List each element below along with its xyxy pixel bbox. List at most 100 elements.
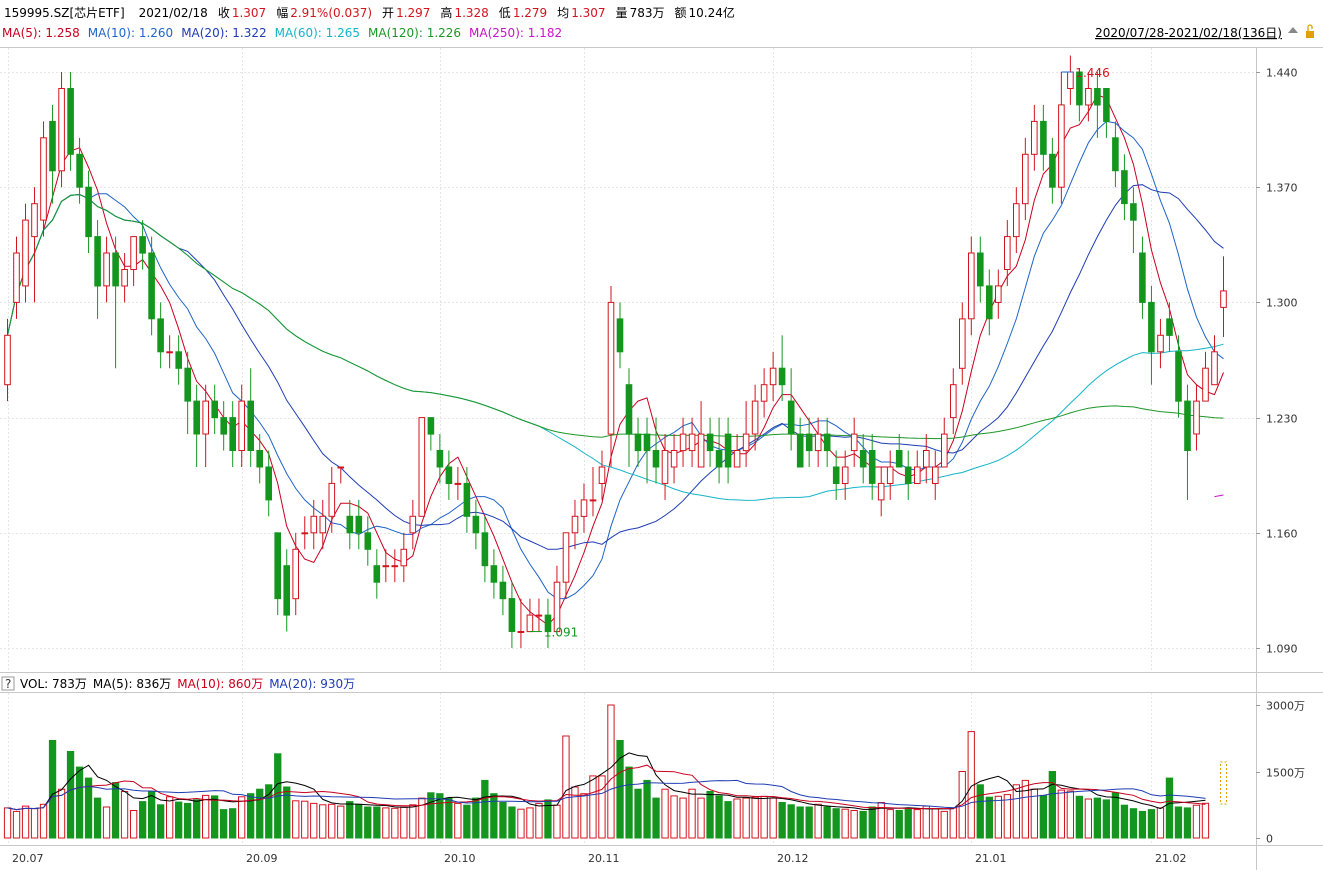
- volume-bar: [778, 802, 786, 839]
- candle-body: [742, 433, 750, 452]
- volume-bar: [607, 704, 615, 839]
- volume-bar: [661, 788, 669, 839]
- volume-bar: [184, 802, 192, 839]
- volume-bar: [310, 802, 318, 839]
- volume-bar: [409, 804, 417, 839]
- x-tick-label: 20.12: [777, 852, 809, 865]
- candle-body: [49, 120, 56, 172]
- volume-bar: [814, 803, 822, 839]
- ma10-line: [7, 120, 1224, 600]
- candle-body: [1121, 170, 1128, 205]
- volume-bar: [643, 779, 651, 839]
- y-tick-label: 1.440: [1266, 67, 1298, 80]
- volume-bar: [166, 796, 174, 839]
- candle-body: [643, 433, 651, 452]
- lock-icon-shackle: [1307, 24, 1313, 31]
- candle-body: [328, 482, 336, 517]
- candle-body: [427, 417, 435, 435]
- volume-bar: [1102, 799, 1110, 839]
- volume-bar: [985, 796, 994, 839]
- candle-body: [923, 450, 930, 468]
- candle-body: [959, 318, 966, 369]
- candle-body: [950, 384, 957, 419]
- volume-bar: [760, 795, 768, 839]
- y-tick-label: 1.160: [1266, 528, 1298, 541]
- volume-ma20-line: [7, 779, 1206, 811]
- x-tick-label: 20.07: [12, 852, 44, 865]
- candle-body: [1094, 88, 1101, 106]
- candle-body: [355, 515, 363, 534]
- candle-body: [1004, 236, 1011, 271]
- candle-body: [76, 153, 83, 188]
- volume-bar: [652, 797, 660, 839]
- candle-body: [292, 548, 299, 600]
- ma-legend-item: MA(60): 1.265: [275, 26, 360, 40]
- x-tick-label: 20.10: [444, 852, 476, 865]
- volume-bar: [886, 809, 894, 839]
- volume-bar: [39, 803, 48, 839]
- candle-body: [914, 466, 921, 484]
- candle-body: [94, 236, 101, 287]
- volume-bar: [544, 799, 552, 839]
- volume-bar: [48, 740, 57, 839]
- volume-tick-label: 1500万: [1266, 767, 1305, 780]
- candle-body: [580, 499, 588, 517]
- candle-body: [1031, 120, 1038, 155]
- volume-bar: [66, 751, 75, 839]
- triangle-up-icon[interactable]: [1288, 27, 1298, 33]
- vol-legend-item: VOL: 783万: [20, 677, 87, 691]
- volume-bar: [247, 793, 255, 839]
- x-tick-label: 21.02: [1155, 852, 1187, 865]
- volume-bar: [337, 805, 345, 839]
- candle-body: [1220, 290, 1227, 308]
- candle-body: [436, 450, 444, 468]
- volume-bar: [805, 806, 813, 839]
- candle-body: [634, 433, 642, 452]
- candle-body: [301, 532, 309, 535]
- candle-body: [490, 565, 498, 583]
- candle-body: [1130, 203, 1137, 221]
- candle-body: [184, 367, 191, 402]
- volume-bar: [832, 808, 840, 839]
- volume-bar: [1201, 802, 1210, 839]
- candle-body: [103, 252, 110, 287]
- candle-body: [841, 466, 849, 484]
- help-icon[interactable]: [1, 676, 15, 691]
- candle-body: [616, 318, 624, 353]
- close-label: 收: [218, 6, 230, 20]
- low-label: 低: [499, 6, 511, 20]
- volume-bar: [481, 779, 489, 839]
- candle-body: [968, 252, 975, 320]
- candle-body: [337, 466, 345, 469]
- lock-icon[interactable]: [1306, 31, 1314, 38]
- volume-bar: [364, 806, 372, 839]
- candle-body: [589, 499, 597, 502]
- candle-body: [661, 450, 669, 484]
- candle-body: [40, 137, 47, 221]
- volume-bar: [1075, 795, 1083, 839]
- candle-body: [283, 565, 290, 616]
- volume-bar: [787, 804, 795, 839]
- volume-bar: [265, 784, 273, 839]
- volume-bar: [688, 788, 696, 839]
- volume-bar: [751, 796, 759, 839]
- candle-body: [319, 515, 327, 534]
- ma250-line: [1214, 494, 1224, 498]
- candle-body: [760, 384, 768, 402]
- volume-bar: [706, 791, 714, 839]
- volume-bar: [328, 803, 336, 839]
- vol-legend-item: MA(20): 930万: [269, 677, 355, 691]
- volume-bar: [292, 800, 300, 839]
- candle-body: [472, 515, 480, 534]
- volume-bar: [535, 802, 543, 839]
- candle-body: [895, 450, 903, 468]
- volume-bar: [256, 788, 264, 839]
- volume-bar: [994, 795, 1003, 839]
- y-tick-label: 1.370: [1266, 182, 1298, 195]
- ma20-line: [7, 184, 1224, 550]
- candle-body: [877, 482, 885, 501]
- latest-volume-marker: [1220, 761, 1227, 805]
- help-icon-glyph: ?: [5, 677, 11, 691]
- close-value: 1.307: [232, 6, 266, 20]
